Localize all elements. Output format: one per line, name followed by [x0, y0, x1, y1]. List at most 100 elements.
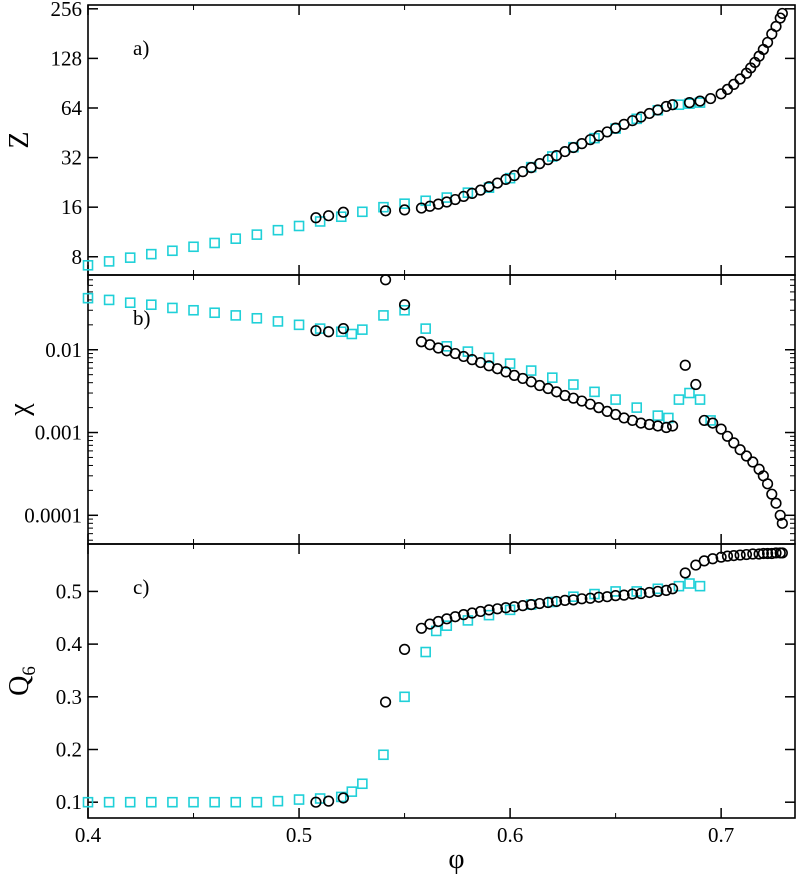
- circle-marker: [757, 547, 769, 560]
- square-marker: [146, 796, 157, 808]
- square-marker: [230, 233, 242, 244]
- circle-marker: [474, 605, 487, 618]
- circle-marker: [322, 210, 335, 222]
- square-marker: [146, 248, 157, 260]
- circle-marker: [534, 597, 546, 610]
- circle-marker: [635, 417, 647, 429]
- x-tick-label: 0.4: [75, 823, 102, 847]
- square-marker: [694, 394, 706, 405]
- circle-marker: [398, 299, 411, 311]
- circle-marker: [740, 450, 753, 462]
- circle-marker: [483, 604, 495, 616]
- square-marker: [188, 796, 199, 808]
- circle-marker: [337, 206, 349, 218]
- square-marker: [346, 786, 358, 797]
- square-marker: [124, 252, 136, 263]
- circle-marker: [761, 547, 774, 560]
- circle-marker: [310, 325, 322, 337]
- circle-marker: [660, 100, 672, 113]
- square-marker: [335, 791, 347, 803]
- circle-marker: [761, 478, 774, 490]
- circle-marker: [734, 444, 746, 456]
- circle-marker: [704, 92, 717, 105]
- circle-marker: [747, 548, 759, 560]
- circle-marker: [721, 430, 734, 442]
- circle-marker: [322, 326, 335, 338]
- panel-b: 0.0001 0.001 0.01 b) χ: [4, 274, 796, 545]
- circle-marker: [415, 202, 428, 214]
- circle-marker: [525, 598, 537, 611]
- circle-marker: [707, 417, 719, 429]
- x-tick-label: 0.5: [286, 823, 312, 847]
- circle-marker: [322, 795, 335, 807]
- circle-marker: [740, 548, 753, 561]
- circle-marker: [770, 497, 782, 509]
- x-tick-label: 0.6: [497, 823, 523, 847]
- circle-marker: [398, 643, 411, 655]
- square-marker: [399, 304, 410, 316]
- square-marker: [357, 324, 368, 335]
- series-squares: [82, 578, 706, 808]
- circle-marker: [766, 547, 778, 560]
- circle-marker: [774, 509, 786, 521]
- square-marker: [357, 778, 368, 790]
- y-tick-label: 0.3: [56, 685, 82, 709]
- circle-marker: [626, 588, 639, 600]
- y-axis-label: χ: [4, 403, 35, 417]
- square-marker: [546, 372, 558, 383]
- circle-marker: [559, 594, 571, 606]
- panel-label: c): [133, 575, 149, 599]
- series-squares: [82, 292, 716, 426]
- y-tick-label: 0.001: [35, 421, 82, 445]
- square-marker: [293, 319, 305, 331]
- circle-marker: [601, 591, 613, 603]
- panel-label: a): [133, 36, 149, 60]
- y-tick-label: 0.0001: [24, 503, 82, 527]
- y-tick-label: 0.1: [56, 790, 82, 814]
- circle-marker: [379, 696, 392, 708]
- square-marker: [209, 796, 220, 808]
- square-marker: [82, 260, 94, 271]
- circle-marker: [666, 420, 679, 432]
- square-marker: [673, 99, 685, 111]
- circle-marker: [652, 420, 664, 432]
- circle-marker: [576, 593, 588, 605]
- square-marker: [103, 796, 115, 808]
- square-marker: [399, 691, 410, 703]
- y-tick-label: 0.4: [56, 632, 83, 656]
- circle-marker: [310, 796, 322, 808]
- square-marker: [124, 796, 136, 808]
- square-marker: [568, 379, 579, 390]
- circle-marker: [770, 547, 782, 559]
- y-axis-label: Z: [4, 131, 35, 148]
- plot-frame: [87, 4, 796, 276]
- circle-marker: [679, 567, 691, 579]
- circle-marker: [776, 547, 788, 559]
- square-marker: [293, 794, 305, 805]
- x-tick-label: 0.7: [708, 823, 734, 847]
- square-marker: [167, 245, 178, 257]
- circle-marker: [660, 584, 672, 596]
- plot-frame: [87, 543, 796, 819]
- square-marker: [82, 796, 94, 808]
- circle-marker: [610, 590, 622, 602]
- circle-marker: [379, 205, 392, 217]
- circle-marker: [550, 595, 563, 608]
- square-marker: [230, 310, 242, 321]
- square-marker: [272, 316, 284, 327]
- circle-marker: [721, 550, 734, 562]
- series-circles: [310, 274, 788, 529]
- circle-marker: [683, 97, 696, 109]
- circle-marker: [542, 596, 554, 609]
- panel-a: 8 16 32 64 128 256 a) Z: [4, 0, 796, 276]
- square-marker: [103, 294, 115, 306]
- square-marker: [441, 620, 453, 631]
- circle-marker: [776, 7, 788, 20]
- square-marker: [378, 310, 389, 321]
- square-marker: [610, 394, 621, 405]
- panel-c: 0.1 0.2 0.3 0.4 0.5 c) Q6: [4, 543, 796, 819]
- circle-marker: [734, 549, 746, 561]
- square-marker: [346, 328, 358, 340]
- circle-marker: [728, 437, 740, 449]
- circle-marker: [753, 548, 765, 560]
